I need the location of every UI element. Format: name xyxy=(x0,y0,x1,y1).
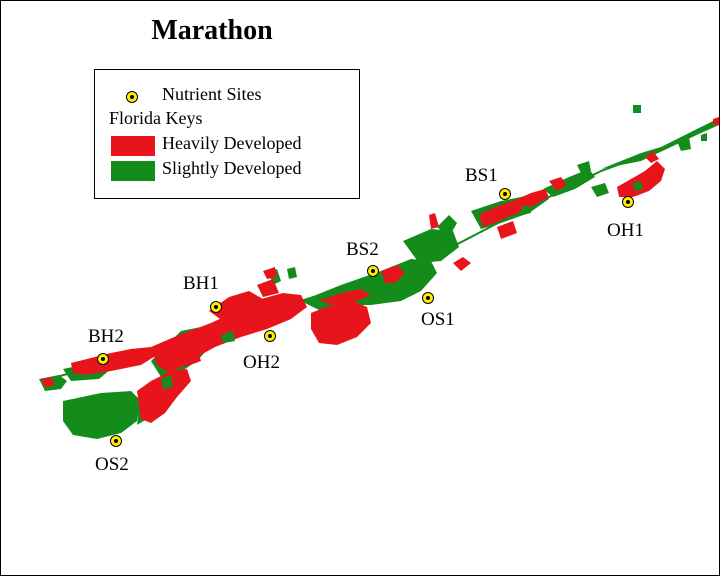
legend: Nutrient Sites Florida Keys Heavily Deve… xyxy=(94,69,360,199)
legend-group-label: Florida Keys xyxy=(109,108,203,128)
map-title: Marathon xyxy=(151,15,273,46)
site-label-bh2: BH2 xyxy=(88,326,124,347)
site-label-bs1: BS1 xyxy=(465,165,498,186)
slightly-developed-patches xyxy=(97,181,643,425)
site-label-oh2: OH2 xyxy=(243,352,280,373)
site-label-oh1: OH1 xyxy=(607,220,644,241)
site-marker-os1[interactable] xyxy=(422,292,434,304)
legend-heavy-label: Heavily Developed xyxy=(162,133,302,153)
site-marker-bh1[interactable] xyxy=(210,301,222,313)
site-marker-os2[interactable] xyxy=(110,435,122,447)
site-marker-bs1[interactable] xyxy=(499,188,511,200)
site-label-os1: OS1 xyxy=(421,309,455,330)
site-marker-bs2[interactable] xyxy=(367,265,379,277)
slight-developed-swatch xyxy=(111,161,155,181)
site-label-os2: OS2 xyxy=(95,454,129,475)
site-marker-bh2[interactable] xyxy=(97,353,109,365)
site-marker-oh2[interactable] xyxy=(264,330,276,342)
legend-slight-label: Slightly Developed xyxy=(162,158,302,178)
nutrient-site-legend-icon xyxy=(126,91,138,103)
site-marker-oh1[interactable] xyxy=(622,196,634,208)
heavy-developed-swatch xyxy=(111,136,155,156)
site-label-bs2: BS2 xyxy=(346,239,379,260)
site-label-bh1: BH1 xyxy=(183,273,219,294)
legend-nutrient-sites-label: Nutrient Sites xyxy=(162,84,262,104)
